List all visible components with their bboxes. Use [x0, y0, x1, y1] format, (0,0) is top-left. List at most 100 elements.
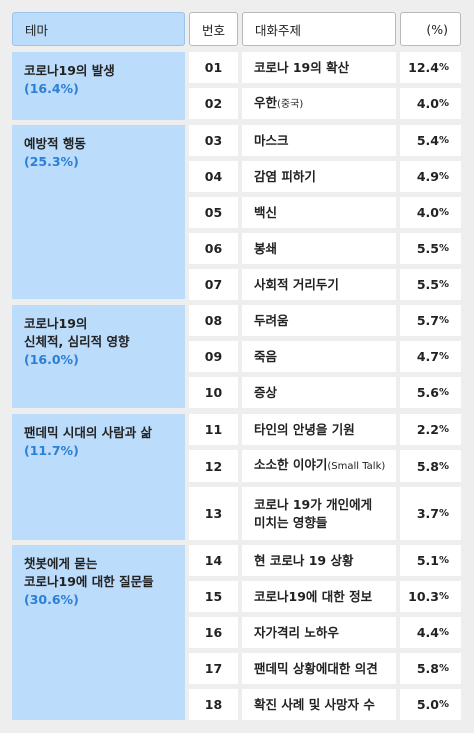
- row-topic: 코로나 19의 확산: [242, 52, 396, 83]
- row-percent-value: 5.5: [416, 241, 439, 256]
- row-percent: 4.0%: [400, 88, 461, 119]
- theme-name: 팬데믹 시대의 사람과 삶: [24, 425, 153, 440]
- row-percent-value: 5.1: [416, 553, 439, 568]
- row-percent: 5.8%: [400, 450, 461, 482]
- row-percent-unit: %: [438, 62, 449, 73]
- row-topic: 봉쇄: [242, 233, 396, 264]
- row-percent-unit: %: [438, 508, 449, 519]
- row-percent-unit: %: [438, 207, 449, 218]
- row-percent: 5.5%: [400, 269, 461, 300]
- row-topic: 팬데믹 상황에대한 의견: [242, 653, 396, 684]
- row-topic-text: 사회적 거리두기: [254, 276, 339, 292]
- row-topic-text: 감염 피하기: [254, 168, 316, 184]
- row-percent-value: 4.7: [416, 349, 439, 364]
- row-percent-value: 5.8: [416, 661, 439, 676]
- row-percent: 4.9%: [400, 161, 461, 192]
- header-percent: (%): [400, 12, 461, 46]
- row-topic-text: 팬데믹 상황에대한 의견: [254, 660, 378, 676]
- row-topic: 우한(중국): [242, 88, 396, 119]
- row-topic: 타인의 안녕을 기원: [242, 414, 396, 445]
- row-percent: 12.4%: [400, 52, 461, 83]
- theme-name: 코로나19의 신체적, 심리적 영향: [24, 316, 130, 349]
- row-topic: 사회적 거리두기: [242, 269, 396, 300]
- row-topic-text: 두려움: [254, 312, 289, 328]
- row-number: 03: [189, 125, 238, 156]
- theme-cell: 챗봇에게 묻는 코로나19에 대한 질문들 (30.6%): [12, 545, 185, 720]
- row-topic-text: 코로나19에 대한 정보: [254, 588, 373, 604]
- theme-cell: 팬데믹 시대의 사람과 삶 (11.7%): [12, 414, 185, 540]
- row-topic-text: 봉쇄: [254, 240, 278, 256]
- row-topic-text: 코로나 19가 개인에게 미치는 영향들: [254, 496, 373, 530]
- row-number: 15: [189, 581, 238, 612]
- row-percent: 10.3%: [400, 581, 461, 612]
- theme-percent: (30.6%): [24, 592, 79, 607]
- row-number: 13: [189, 487, 238, 540]
- row-percent: 4.0%: [400, 197, 461, 228]
- row-topic-text: 증상: [254, 384, 278, 400]
- row-topic-text: 자가격리 노하우: [254, 624, 339, 640]
- row-percent-value: 2.2: [416, 422, 439, 437]
- row-number: 16: [189, 617, 238, 648]
- row-number: 02: [189, 88, 238, 119]
- theme-percent: (25.3%): [24, 154, 79, 169]
- row-percent-unit: %: [438, 243, 449, 254]
- row-number: 12: [189, 450, 238, 482]
- row-percent-value: 3.7: [416, 506, 439, 521]
- row-percent-unit: %: [438, 315, 449, 326]
- row-topic: 백신: [242, 197, 396, 228]
- row-number: 07: [189, 269, 238, 300]
- row-topic: 죽음: [242, 341, 396, 372]
- row-percent-unit: %: [438, 424, 449, 435]
- row-percent-value: 4.0: [416, 96, 439, 111]
- row-topic-text: 현 코로나 19 상황: [254, 552, 354, 568]
- row-topic: 마스크: [242, 125, 396, 156]
- row-number: 11: [189, 414, 238, 445]
- row-percent-value: 12.4: [408, 60, 439, 75]
- row-percent: 5.1%: [400, 545, 461, 576]
- row-percent: 5.5%: [400, 233, 461, 264]
- row-topic-text: 우한: [254, 94, 278, 110]
- row-percent: 5.4%: [400, 125, 461, 156]
- row-topic-text: 타인의 안녕을 기원: [254, 421, 355, 437]
- row-number: 14: [189, 545, 238, 576]
- theme-name: 챗봇에게 묻는 코로나19에 대한 질문들: [24, 556, 154, 589]
- row-number: 18: [189, 689, 238, 720]
- row-number: 10: [189, 377, 238, 408]
- row-percent: 5.8%: [400, 653, 461, 684]
- row-number: 01: [189, 52, 238, 83]
- row-percent-unit: %: [438, 171, 449, 182]
- row-number: 04: [189, 161, 238, 192]
- row-percent-unit: %: [438, 135, 449, 146]
- row-topic: 소소한 이야기(Small Talk): [242, 450, 396, 482]
- theme-percent: (11.7%): [24, 443, 79, 458]
- row-percent: 3.7%: [400, 487, 461, 540]
- row-topic-text: 마스크: [254, 132, 289, 148]
- theme-percent: (16.4%): [24, 81, 79, 96]
- row-topic: 코로나19에 대한 정보: [242, 581, 396, 612]
- row-topic-text: 소소한 이야기: [254, 457, 328, 472]
- row-percent: 4.4%: [400, 617, 461, 648]
- row-percent: 5.7%: [400, 305, 461, 336]
- row-percent: 2.2%: [400, 414, 461, 445]
- row-percent: 5.0%: [400, 689, 461, 720]
- row-topic: 현 코로나 19 상황: [242, 545, 396, 576]
- row-percent-value: 10.3: [408, 589, 439, 604]
- row-percent-value: 5.7: [416, 313, 439, 328]
- row-percent-value: 4.4: [416, 625, 439, 640]
- row-topic: 코로나 19가 개인에게 미치는 영향들: [242, 487, 396, 540]
- row-topic-text: 확진 사례 및 사망자 수: [254, 696, 375, 712]
- row-percent: 5.6%: [400, 377, 461, 408]
- header-topic: 대화주제: [242, 12, 396, 46]
- row-number: 05: [189, 197, 238, 228]
- row-topic: 두려움: [242, 305, 396, 336]
- row-topic-note: (중국): [277, 98, 304, 110]
- theme-cell: 코로나19의 신체적, 심리적 영향 (16.0%): [12, 305, 185, 408]
- row-number: 09: [189, 341, 238, 372]
- row-topic: 감염 피하기: [242, 161, 396, 192]
- row-topic: 확진 사례 및 사망자 수: [242, 689, 396, 720]
- theme-name: 예방적 행동: [24, 136, 86, 151]
- theme-percent: (16.0%): [24, 352, 79, 367]
- header-number: 번호: [189, 12, 238, 46]
- row-topic-text: 코로나 19의 확산: [254, 59, 350, 75]
- row-number: 08: [189, 305, 238, 336]
